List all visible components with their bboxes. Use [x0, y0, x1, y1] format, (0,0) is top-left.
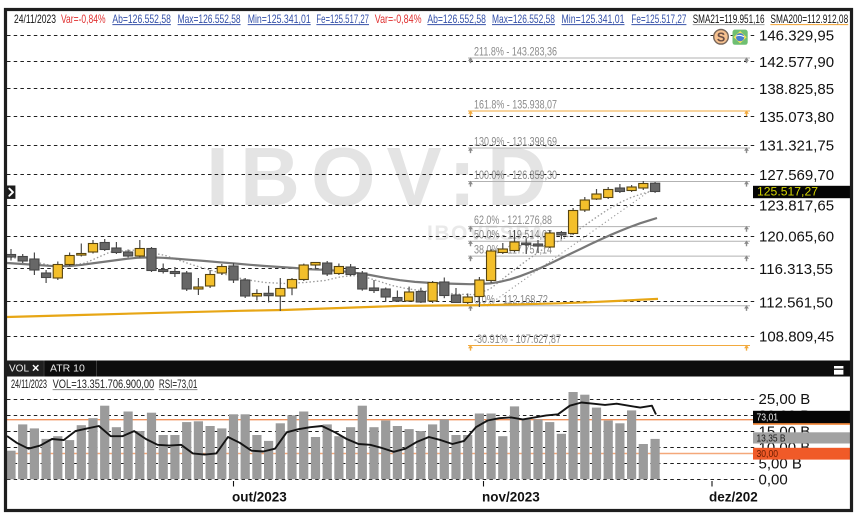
svg-text:nov/2023: nov/2023 [482, 490, 540, 505]
svg-text:Fe=125.517,27: Fe=125.517,27 [316, 12, 369, 26]
svg-text:Max=126.552,58: Max=126.552,58 [178, 12, 241, 26]
svg-text:5,00 B: 5,00 B [759, 456, 802, 473]
svg-text:Max=126.552,58: Max=126.552,58 [492, 12, 555, 26]
svg-text:ATR 10: ATR 10 [50, 363, 85, 375]
svg-text:S: S [717, 30, 725, 44]
svg-text:13,35 B: 13,35 B [757, 432, 786, 444]
svg-text:IBOVESPA: IBOVESPA [427, 222, 546, 245]
svg-text:108.809,45: 108.809,45 [759, 329, 834, 346]
svg-text:SMA200=112.912,08: SMA200=112.912,08 [770, 12, 848, 26]
svg-text:VOL: VOL [9, 364, 29, 375]
svg-text:62.0% - 121.276,88: 62.0% - 121.276,88 [474, 213, 552, 227]
svg-text:30,00: 30,00 [757, 448, 779, 460]
svg-text:130.9% - 131.398,69: 130.9% - 131.398,69 [474, 135, 557, 149]
svg-text:out/2023: out/2023 [232, 490, 287, 505]
svg-text:25,00 B: 25,00 B [759, 391, 811, 408]
svg-text:Min=125.341,01: Min=125.341,01 [562, 12, 625, 26]
svg-text:✕: ✕ [32, 364, 40, 375]
svg-text:116.313,55: 116.313,55 [759, 261, 833, 278]
svg-text:VOL=13.351.706.900,00: VOL=13.351.706.900,00 [53, 377, 155, 391]
svg-text:Fe=125.517,27: Fe=125.517,27 [631, 12, 686, 26]
svg-text:0.0% - 112.168,72: 0.0% - 112.168,72 [474, 292, 548, 306]
svg-text:73,01: 73,01 [757, 411, 779, 423]
svg-text:146.329,95: 146.329,95 [759, 28, 834, 45]
svg-text:RSI=73,01: RSI=73,01 [159, 377, 198, 391]
svg-text:Min=125.341,01: Min=125.341,01 [248, 12, 311, 26]
svg-text:123.817,65: 123.817,65 [759, 197, 834, 214]
svg-text:125.517,27: 125.517,27 [757, 185, 818, 199]
svg-text:142.577,90: 142.577,90 [759, 54, 834, 71]
svg-text:120.065,60: 120.065,60 [759, 229, 834, 246]
svg-text:138.825,85: 138.825,85 [759, 81, 834, 98]
svg-text:Var=-0,84%: Var=-0,84% [61, 12, 106, 26]
svg-text:135.073,80: 135.073,80 [759, 109, 834, 126]
svg-text:-30.91% - 107.627,87: -30.91% - 107.627,87 [474, 332, 561, 346]
svg-text:50.0% - 119.514,07: 50.0% - 119.514,07 [474, 228, 552, 242]
svg-text:131.321,75: 131.321,75 [759, 138, 834, 155]
svg-text:dez/2023: dez/2023 [709, 490, 766, 505]
svg-text:Var=-0,84%: Var=-0,84% [375, 12, 422, 26]
svg-text:161.8% - 135.938,07: 161.8% - 135.938,07 [474, 98, 557, 112]
svg-text:Ab=126.552,58: Ab=126.552,58 [112, 12, 171, 26]
svg-text:211.8% - 143.283,36: 211.8% - 143.283,36 [474, 45, 557, 59]
svg-text:112.561,50: 112.561,50 [759, 294, 833, 311]
svg-text:24/11/2023: 24/11/2023 [14, 12, 56, 26]
svg-text:127.569,70: 127.569,70 [759, 167, 834, 184]
svg-text:0,00: 0,00 [759, 472, 788, 489]
svg-text:100.0% - 126.859,30: 100.0% - 126.859,30 [474, 168, 557, 182]
svg-text:24/11/2023: 24/11/2023 [11, 377, 47, 391]
svg-text:SMA21=119.951,16: SMA21=119.951,16 [693, 12, 765, 26]
svg-text:Ab=126.552,58: Ab=126.552,58 [427, 12, 486, 26]
